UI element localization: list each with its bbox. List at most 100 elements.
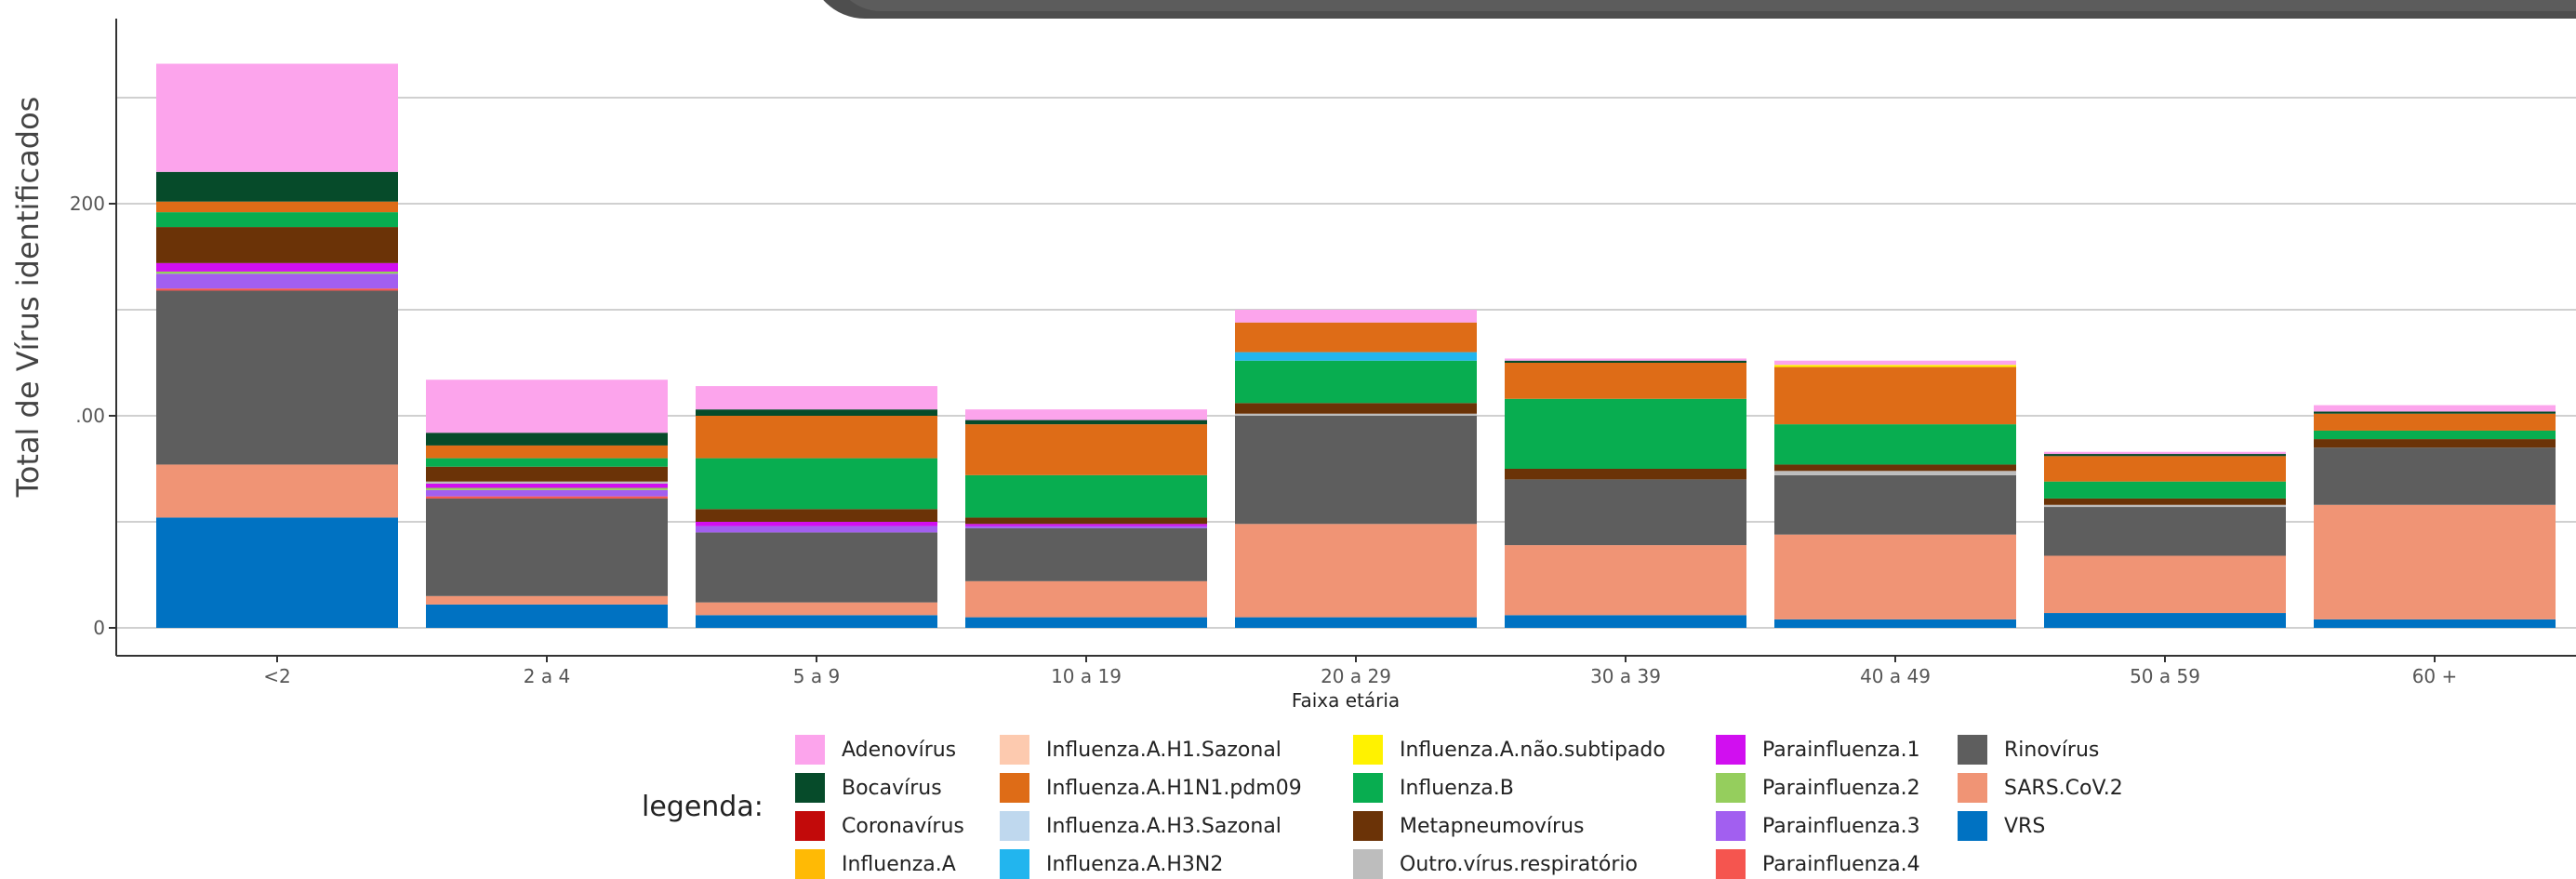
bar-segment — [2314, 619, 2556, 628]
bar-segment — [1774, 366, 2016, 425]
legend-swatch — [1353, 811, 1383, 841]
bar-segment — [965, 526, 1207, 528]
bar-segment — [965, 409, 1207, 420]
bar-segment — [156, 290, 398, 465]
bar-segment — [426, 489, 668, 497]
legend-label: Influenza.B — [1400, 776, 1514, 800]
legend-label: Metapneumovírus — [1400, 814, 1585, 838]
legend-item: Influenza.A.H1.Sazonal — [1000, 735, 1281, 765]
bar-segment — [2314, 405, 2556, 412]
legend-item: Adenovírus — [795, 735, 956, 765]
legend-swatch — [1000, 773, 1029, 803]
bar-segment — [1505, 469, 1746, 480]
bar-segment — [2044, 504, 2286, 508]
legend-swatch — [1353, 735, 1383, 765]
legend-label: SARS.CoV.2 — [2004, 776, 2123, 800]
legend-swatch — [1716, 811, 1746, 841]
legend-label: Influenza.A — [842, 852, 956, 876]
legend-label: Parainfluenza.1 — [1762, 738, 1920, 762]
legend-item: Outro.vírus.respiratório — [1353, 849, 1638, 879]
legend-label: Bocavírus — [842, 776, 942, 800]
legend-label: Coronavírus — [842, 814, 964, 838]
bar-segment — [156, 288, 398, 291]
x-tick-label: 50 a 59 — [2130, 665, 2200, 687]
legend-item: Influenza.A.H3N2 — [1000, 849, 1223, 879]
legend-item: Parainfluenza.1 — [1716, 735, 1920, 765]
bar-segment — [426, 466, 668, 482]
legend-swatch — [795, 773, 825, 803]
legend-swatch — [795, 735, 825, 765]
legend-swatch — [1958, 735, 1987, 765]
legend-item: Influenza.A — [795, 849, 956, 879]
legend-item: Parainfluenza.2 — [1716, 773, 1920, 803]
legend-swatch — [1716, 773, 1746, 803]
y-tick-label: .00 — [75, 405, 105, 427]
bar-segment — [1505, 479, 1746, 546]
bar-segment — [2044, 451, 2286, 455]
bar-segment — [156, 273, 398, 289]
bar-segment — [2314, 447, 2556, 505]
bar-segment — [426, 433, 668, 446]
x-tick-label: 40 a 49 — [1860, 665, 1931, 687]
legend-item: Rinovírus — [1958, 735, 2099, 765]
bar-segment — [1774, 365, 2016, 367]
legend-item: Parainfluenza.4 — [1716, 849, 1920, 879]
x-axis-label: Faixa etária — [1292, 689, 1400, 712]
bar-segment — [696, 416, 937, 459]
bar-segment — [2314, 504, 2556, 619]
legend-item: Metapneumovírus — [1353, 811, 1584, 841]
bar-segment — [1235, 416, 1477, 525]
bar-segment — [426, 380, 668, 433]
bar-segment — [156, 464, 398, 518]
bar-segment — [965, 580, 1207, 618]
bar-segment — [2044, 507, 2286, 556]
bar-segment — [1774, 471, 2016, 475]
legend-label: VRS — [2004, 814, 2046, 838]
bar-segment — [426, 604, 668, 628]
legend-swatch — [1958, 773, 1987, 803]
legend-item: Parainfluenza.3 — [1716, 811, 1920, 841]
x-tick-label: 30 a 39 — [1590, 665, 1661, 687]
legend-swatch — [795, 849, 825, 879]
x-tick-label: 5 a 9 — [793, 665, 840, 687]
legend-swatch — [1353, 849, 1383, 879]
bar-segment — [156, 517, 398, 628]
bar-segment — [1235, 322, 1477, 353]
bar-segment — [426, 595, 668, 605]
legend-label: Outro.vírus.respiratório — [1400, 852, 1638, 876]
bar-segment — [1505, 358, 1746, 361]
legend-label: Rinovírus — [2004, 738, 2100, 762]
bar-segment — [2044, 454, 2286, 457]
legend-item: Influenza.A.H1N1.pdm09 — [1000, 773, 1302, 803]
bar-segment — [156, 63, 398, 172]
bar-segment — [426, 498, 668, 596]
bar-segment — [1774, 474, 2016, 535]
bar-segment — [426, 458, 668, 467]
legend-title: legenda: — [642, 791, 764, 823]
bar-segment — [426, 483, 668, 488]
legend-item: Influenza.A.H3.Sazonal — [1000, 811, 1281, 841]
y-axis-label: Total de Vírus identificados — [10, 96, 46, 498]
legend-item: Influenza.A.não.subtipado — [1353, 735, 1666, 765]
bar-segment — [1774, 619, 2016, 628]
bar-segment — [426, 487, 668, 490]
bar-segment — [1505, 360, 1746, 363]
bar-segment — [965, 527, 1207, 581]
legend-label: Influenza.A.H3N2 — [1046, 852, 1224, 876]
legend-item: Bocavírus — [795, 773, 942, 803]
bar-segment — [696, 386, 937, 410]
bar-segment — [1505, 363, 1746, 399]
x-tick-label: 60 + — [2412, 665, 2458, 687]
bar-segment — [1505, 398, 1746, 469]
x-tick-label: 20 a 29 — [1321, 665, 1391, 687]
legend-label: Adenovírus — [842, 738, 957, 762]
legend-swatch — [1716, 735, 1746, 765]
bar-segment — [696, 522, 937, 526]
bar-segment — [1505, 545, 1746, 616]
bar-segment — [2314, 430, 2556, 440]
bar-segment — [2044, 613, 2286, 628]
legend-label: Parainfluenza.2 — [1762, 776, 1920, 800]
bar-segment — [1235, 524, 1477, 618]
legend-label: Influenza.A.não.subtipado — [1400, 738, 1666, 762]
bar-segment — [1235, 352, 1477, 361]
